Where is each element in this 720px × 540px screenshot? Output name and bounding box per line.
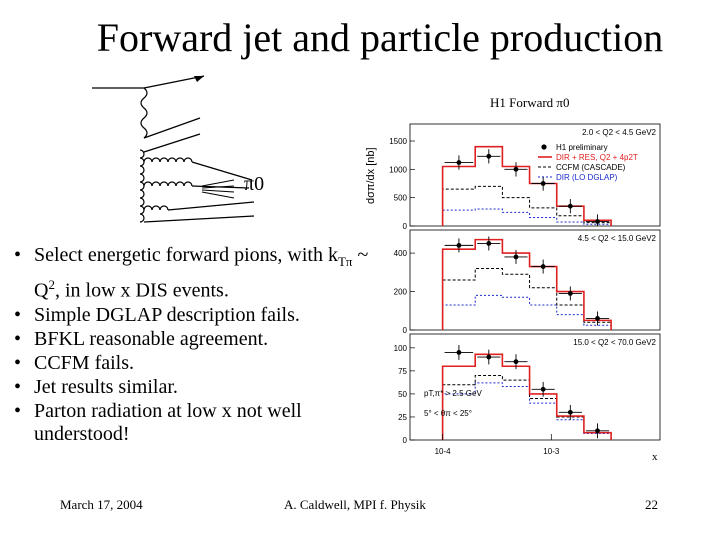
gluon-ladder bbox=[139, 149, 193, 223]
x-axis-label: x bbox=[652, 451, 658, 463]
data-point bbox=[540, 264, 546, 269]
data-point bbox=[567, 203, 573, 209]
data-point bbox=[456, 242, 462, 248]
forward-line-1 bbox=[191, 161, 253, 181]
y-tick-label: 50 bbox=[398, 390, 407, 399]
ccfm-histogram bbox=[442, 374, 612, 440]
y-tick-label: 1500 bbox=[389, 137, 407, 146]
data-point bbox=[567, 291, 573, 296]
data-point bbox=[595, 428, 600, 434]
legend-marker bbox=[541, 144, 547, 150]
footer-author: A. Caldwell, MPI f. Physik bbox=[284, 497, 426, 512]
panel-frame bbox=[409, 123, 661, 227]
data-point bbox=[595, 316, 600, 321]
y-tick-label: 0 bbox=[403, 222, 408, 231]
proton-line bbox=[143, 215, 255, 223]
data-point bbox=[486, 354, 492, 360]
plot-panel-2: 0 200 400 4.5 < Q2 < 15.0 GeV2 bbox=[394, 229, 661, 335]
y-tick-label: 75 bbox=[398, 367, 407, 376]
dir-res-histogram bbox=[441, 145, 612, 226]
data-point bbox=[456, 160, 462, 165]
legend-label: H1 preliminary bbox=[556, 143, 608, 152]
data-point bbox=[513, 166, 519, 172]
data-point bbox=[486, 153, 492, 159]
footer-date: March 17, 2004 bbox=[60, 497, 143, 512]
legend-label: DIR + RES, Q2 + 4p2T bbox=[556, 153, 638, 162]
parton-line-1 bbox=[143, 117, 201, 139]
lepton-out-line bbox=[143, 75, 205, 89]
panel-q2-label: 15.0 < Q2 < 70.0 GeV2 bbox=[573, 338, 656, 347]
x-tick-label: 10-3 bbox=[543, 447, 560, 456]
y-tick-label: 200 bbox=[394, 288, 408, 297]
cut-label: pT,π* > 2.5 GeV bbox=[424, 389, 482, 398]
hadron-fan bbox=[201, 179, 235, 199]
dir-res-histogram bbox=[441, 238, 612, 330]
y-tick-label: 25 bbox=[398, 413, 407, 422]
forward-line-3 bbox=[167, 201, 255, 211]
data-point bbox=[540, 181, 546, 186]
legend-label: DIR (LO DGLAP) bbox=[556, 173, 618, 182]
h1-forward-pion-plot: H1 Forward π0 dσπ/dx [nb] 0500100015002.… bbox=[365, 95, 661, 463]
panel-frame bbox=[409, 229, 661, 331]
bullet-item: BFKL reasonable agreement. bbox=[10, 328, 390, 351]
footer-page: 22 bbox=[645, 497, 658, 512]
bullet-item: Parton radiation at low x not well under… bbox=[10, 400, 390, 446]
pion-label: π0 bbox=[244, 173, 264, 195]
data-point bbox=[486, 241, 492, 246]
x-tick-label: 10-4 bbox=[435, 447, 452, 456]
dir-res-histogram bbox=[441, 353, 612, 440]
y-tick-label: 0 bbox=[403, 326, 408, 335]
cut-label: 5° < θπ < 25° bbox=[424, 409, 472, 418]
plot-title: H1 Forward π0 bbox=[490, 95, 570, 110]
y-tick-label: 500 bbox=[394, 194, 408, 203]
arrowhead-icon bbox=[194, 76, 204, 82]
y-tick-label: 1000 bbox=[389, 165, 407, 174]
parton-line-2 bbox=[143, 133, 201, 153]
data-point bbox=[567, 409, 573, 415]
bullet-item: Select energetic forward pions, with kTπ… bbox=[10, 244, 390, 303]
slide-title: Forward jet and particle production bbox=[96, 15, 664, 60]
ccfm-histogram bbox=[442, 267, 612, 330]
bullet-item: Simple DGLAP description fails. bbox=[10, 304, 390, 327]
data-point bbox=[513, 359, 519, 365]
bullet-list: Select energetic forward pions, with kTπ… bbox=[10, 244, 390, 447]
plot-panel-3: 0 25 50 75 100 15.0 < Q2 < 70.0 GeV2 bbox=[394, 333, 661, 445]
photon-line bbox=[140, 87, 148, 139]
dglap-histogram bbox=[442, 208, 612, 226]
y-axis-label: dσπ/dx [nb] bbox=[365, 147, 377, 204]
panel-q2-label: 2.0 < Q2 < 4.5 GeV2 bbox=[582, 128, 656, 137]
bullet-item: CCFM fails. bbox=[10, 352, 390, 375]
y-tick-label: 400 bbox=[394, 249, 408, 258]
plot-panel-1: 0 500 1000 1500 2.0 < Q2 < 4.5 GeV2 bbox=[389, 123, 661, 231]
dglap-histogram bbox=[442, 294, 612, 330]
data-point bbox=[513, 254, 519, 260]
data-point bbox=[540, 386, 546, 392]
data-point bbox=[595, 219, 600, 224]
data-point bbox=[456, 350, 462, 355]
ccfm-histogram bbox=[442, 185, 612, 226]
panel-q2-label: 4.5 < Q2 < 15.0 GeV2 bbox=[578, 234, 657, 243]
bullet-item: Jet results similar. bbox=[10, 376, 390, 399]
y-tick-label: 100 bbox=[394, 344, 408, 353]
feynman-diagram: π0 bbox=[92, 75, 264, 223]
legend-label: CCFM (CASCADE) bbox=[556, 163, 626, 172]
y-tick-label: 0 bbox=[403, 436, 408, 445]
panel-frame bbox=[409, 333, 661, 441]
